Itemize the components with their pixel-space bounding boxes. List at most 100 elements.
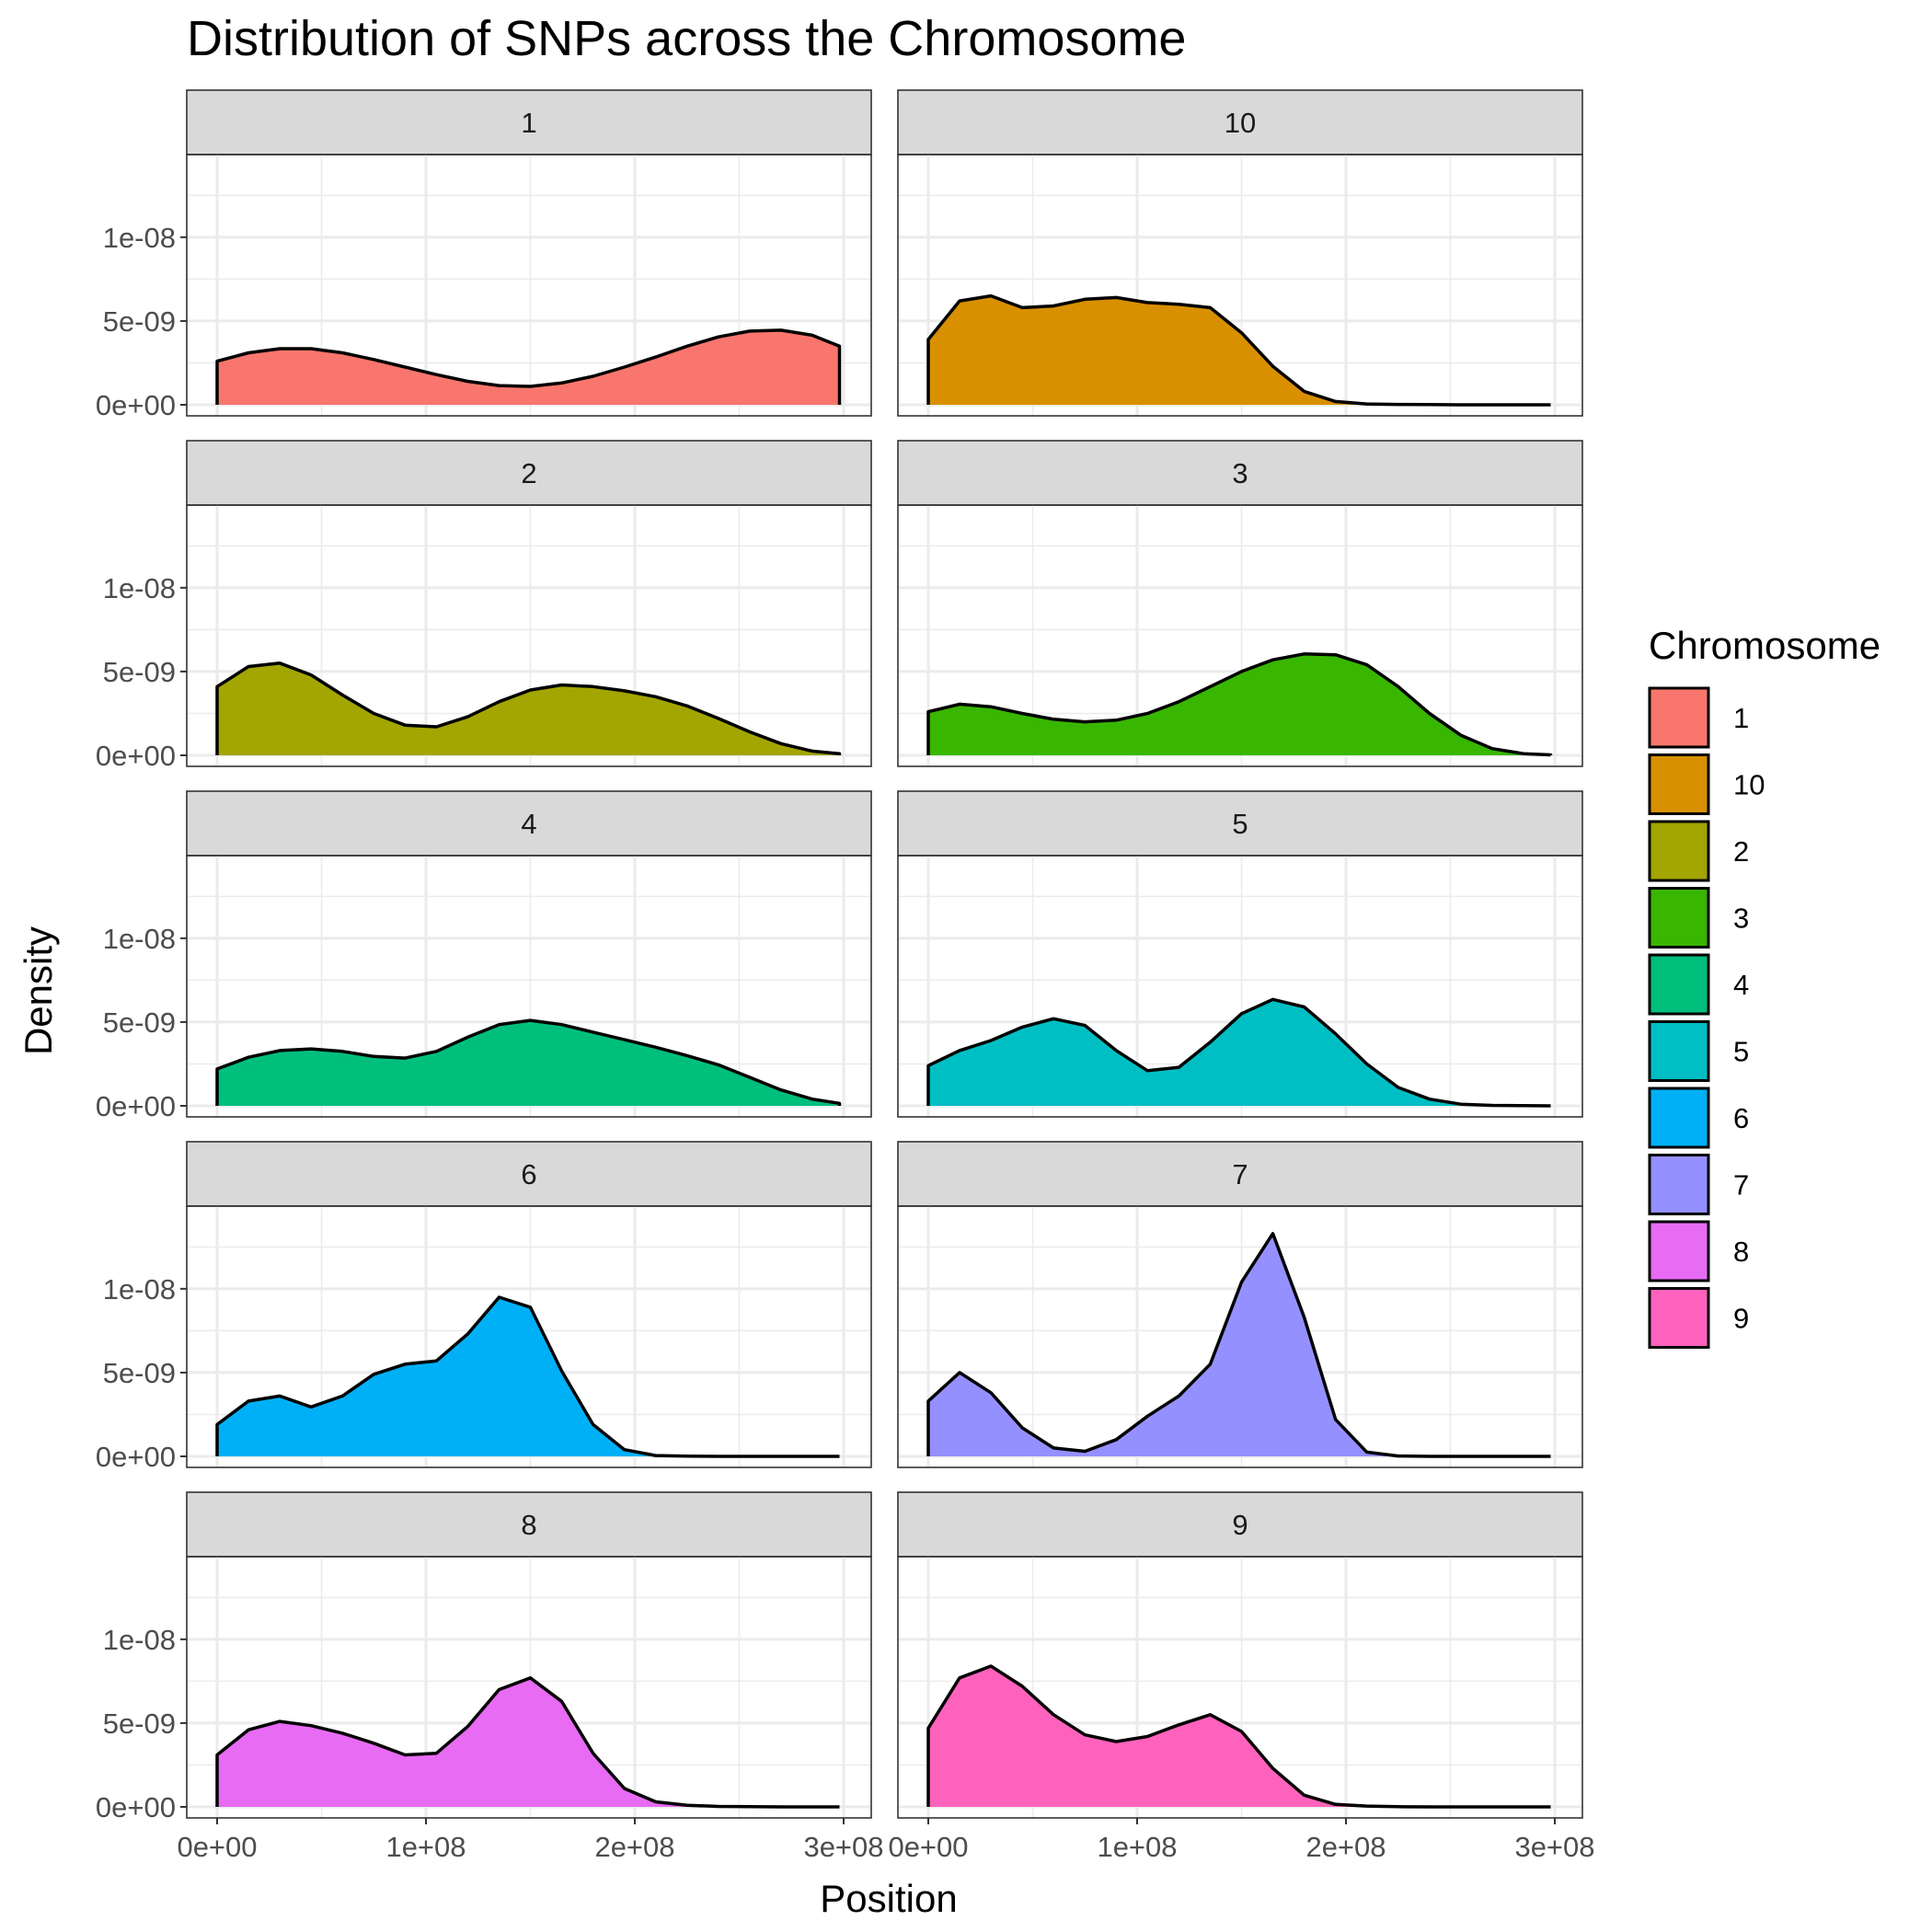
x-tick-label: 3e+08 <box>803 1831 883 1863</box>
legend-swatch <box>1648 753 1710 815</box>
facet-panel-1: 1 0e+00 5e-09 1e-08 <box>96 89 872 421</box>
strip-background <box>186 1491 872 1558</box>
legend-item-9: 9 <box>1648 1287 1749 1349</box>
y-axis-title: Density <box>17 926 60 1055</box>
legend-title: Chromosome <box>1649 624 1880 667</box>
y-tick-label: 0e+00 <box>96 1090 176 1122</box>
x-tick-label: 2e+08 <box>594 1831 674 1863</box>
density-line-7 <box>926 1232 1551 1458</box>
strip-background <box>897 790 1583 857</box>
y-tick-label: 1e-08 <box>103 222 176 254</box>
legend-swatch <box>1648 1020 1710 1082</box>
legend-swatch <box>1648 1087 1710 1149</box>
panel-border <box>186 504 872 767</box>
density-line-8 <box>215 1676 840 1809</box>
facet-panel-6: 6 0e+00 5e-09 1e-08 <box>96 1141 872 1473</box>
legend-swatch <box>1648 686 1710 749</box>
legend-swatch <box>1648 1154 1710 1215</box>
panel-border <box>186 154 872 417</box>
y-tick-label: 5e-09 <box>103 656 176 688</box>
legend-swatch <box>1648 1287 1710 1349</box>
legend-label: 4 <box>1733 969 1749 1001</box>
density-area-2 <box>217 662 840 755</box>
strip-background <box>186 1141 872 1207</box>
y-tick-label: 5e-09 <box>103 1357 176 1389</box>
density-area-7 <box>928 1233 1551 1456</box>
density-area-4 <box>217 1020 840 1106</box>
x-tick-label: 2e+08 <box>1305 1831 1386 1863</box>
strip-label: 1 <box>521 107 536 139</box>
y-tick-label: 5e-09 <box>103 1006 176 1039</box>
density-line-9 <box>926 1664 1551 1809</box>
legend-swatch <box>1648 820 1710 882</box>
legend-label: 2 <box>1733 835 1749 868</box>
panel-border <box>897 504 1583 767</box>
strip-background <box>897 1141 1583 1207</box>
density-line-6 <box>215 1295 840 1458</box>
density-area-8 <box>217 1677 840 1807</box>
y-tick-label: 1e-08 <box>103 1273 176 1305</box>
facet-panel-5: 5 <box>897 790 1583 1118</box>
x-axis-title: Position <box>820 1877 957 1920</box>
y-tick-label: 5e-09 <box>103 305 176 338</box>
legend-item-4: 4 <box>1648 953 1749 1016</box>
legend-label: 8 <box>1733 1236 1749 1268</box>
facet-panel-2: 2 0e+00 5e-09 1e-08 <box>96 440 872 772</box>
chart-title: Distribution of SNPs across the Chromoso… <box>187 11 1186 66</box>
y-tick-label: 0e+00 <box>96 1441 176 1473</box>
strip-label: 9 <box>1232 1509 1248 1541</box>
y-tick-label: 1e-08 <box>103 572 176 604</box>
panel-border <box>186 1205 872 1468</box>
density-line-10 <box>926 293 1551 407</box>
legend-item-5: 5 <box>1648 1020 1749 1082</box>
facet-panel-4: 4 0e+00 5e-09 1e-08 <box>96 790 872 1122</box>
strip-background <box>897 89 1583 155</box>
legend-item-8: 8 <box>1648 1220 1749 1282</box>
legend-item-2: 2 <box>1648 820 1749 882</box>
strip-background <box>897 440 1583 506</box>
legend-swatch <box>1648 953 1710 1016</box>
facet-panels: 1 0e+00 5e-09 1e-08 10 2 0e+00 5e-09 1e-08 3 4 0e+0… <box>96 89 1595 1863</box>
strip-label: 7 <box>1232 1158 1248 1190</box>
legend-label: 5 <box>1733 1036 1749 1068</box>
legend-label: 7 <box>1733 1169 1749 1202</box>
x-tick-label: 0e+00 <box>177 1831 257 1863</box>
panel-border <box>897 154 1583 417</box>
strip-label: 4 <box>521 808 536 840</box>
facet-panel-7: 7 <box>897 1141 1583 1468</box>
strip-label: 6 <box>521 1158 536 1190</box>
y-tick-label: 0e+00 <box>96 1791 176 1823</box>
panel-border <box>897 1205 1583 1468</box>
strip-label: 8 <box>521 1509 536 1541</box>
density-area-6 <box>217 1297 840 1456</box>
legend-items: 1 10 2 3 4 5 6 7 8 9 <box>1648 686 1765 1349</box>
legend-item-7: 7 <box>1648 1154 1749 1215</box>
density-line-1 <box>215 328 842 405</box>
y-tick-label: 5e-09 <box>103 1708 176 1740</box>
strip-label: 10 <box>1225 107 1256 139</box>
strip-background <box>186 790 872 857</box>
density-line-2 <box>215 661 842 755</box>
y-tick-label: 1e-08 <box>103 1624 176 1656</box>
legend-item-1: 1 <box>1648 686 1749 749</box>
density-area-3 <box>928 653 1551 755</box>
y-tick-label: 0e+00 <box>96 740 176 772</box>
legend-item-6: 6 <box>1648 1087 1749 1149</box>
legend-item-10: 10 <box>1648 753 1765 815</box>
legend-item-3: 3 <box>1648 887 1749 949</box>
density-line-5 <box>926 997 1551 1108</box>
facet-panel-10: 10 <box>897 89 1583 417</box>
x-tick-label: 1e+08 <box>385 1831 466 1863</box>
x-tick-label: 0e+00 <box>888 1831 968 1863</box>
density-line-4 <box>215 1018 842 1106</box>
density-area-10 <box>928 295 1551 405</box>
legend-swatch <box>1648 887 1710 949</box>
density-line-3 <box>926 652 1553 757</box>
x-tick-label: 3e+08 <box>1514 1831 1594 1863</box>
facet-panel-3: 3 <box>897 440 1583 767</box>
legend-label: 9 <box>1733 1303 1749 1335</box>
density-area-1 <box>217 329 840 405</box>
strip-label: 3 <box>1232 457 1248 489</box>
facet-panel-8: 8 0e+00 5e-09 1e-08 0e+00 1e+08 2e+08 3e+08 <box>96 1491 884 1863</box>
